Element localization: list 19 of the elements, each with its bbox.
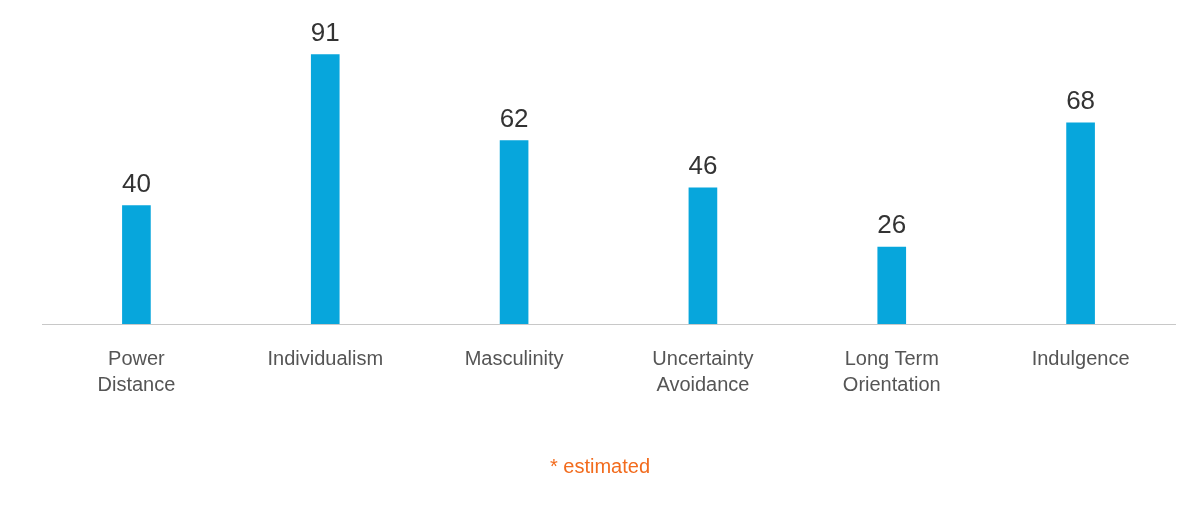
x-tick-label: Power Distance [97, 346, 176, 395]
bar [310, 54, 340, 324]
text: * estimated [548, 455, 652, 478]
data-label: 46 [688, 150, 718, 181]
data-label: 91 [310, 16, 340, 47]
bar [877, 246, 907, 324]
data-label: 40 [121, 167, 151, 198]
x-tick-label: Masculinity [464, 346, 564, 369]
bar [1066, 122, 1095, 324]
bar [499, 140, 529, 324]
data-label: 68 [1066, 84, 1096, 115]
bar [122, 205, 151, 324]
bar [688, 187, 718, 324]
data-label: 62 [499, 102, 529, 133]
x-tick-label: Indulgence [1031, 346, 1130, 369]
x-tick-label: Long Term Orientation [842, 346, 941, 395]
data-label: 26 [877, 209, 907, 240]
x-tick-label: Individualism [267, 346, 384, 369]
x-tick-label: Uncertainty Avoidance [652, 346, 754, 395]
